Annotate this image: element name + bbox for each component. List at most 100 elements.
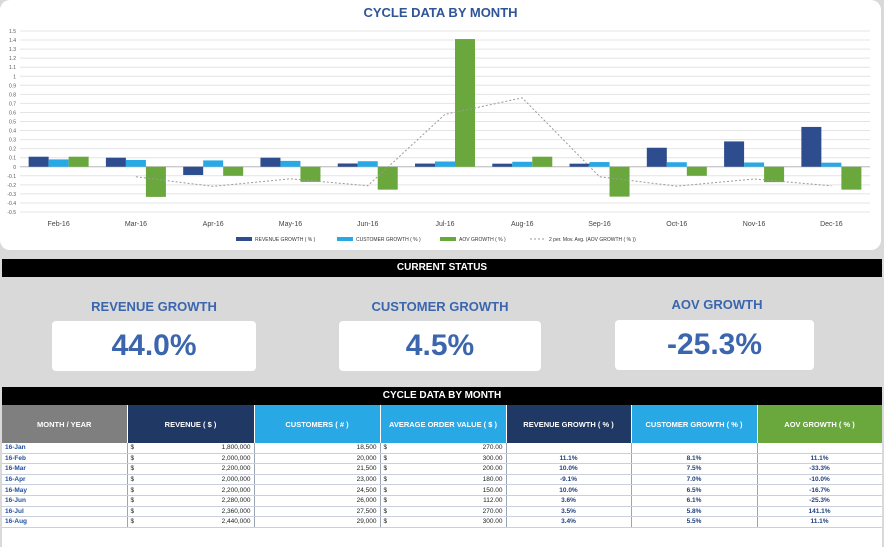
growth-cell: 7.5% xyxy=(631,463,758,475)
legend-label: AOV GROWTH ( % ) xyxy=(459,237,506,243)
x-tick-label: May-16 xyxy=(279,221,302,228)
x-tick-label: Oct-16 xyxy=(666,221,687,228)
revenue-cell: $2,000,000 xyxy=(127,453,255,465)
x-tick-label: Nov-16 xyxy=(743,221,766,228)
column-header: REVENUE GROWTH ( % ) xyxy=(506,405,632,443)
column-header: CUSTOMERS ( # ) xyxy=(254,405,381,443)
customers-cell: 24,500 xyxy=(254,484,381,496)
growth-cell: 3.4% xyxy=(506,516,632,528)
aov-cell: $300.00 xyxy=(380,453,507,465)
bar-revenue-growth xyxy=(492,163,513,167)
growth-cell: 5.5% xyxy=(631,516,758,528)
bar-aov-growth xyxy=(532,156,553,167)
column-header: AVERAGE ORDER VALUE ( $ ) xyxy=(380,405,507,443)
bar-aov-growth xyxy=(686,166,707,176)
x-tick-label: Aug-16 xyxy=(511,221,534,228)
legend-swatch xyxy=(337,237,353,241)
table-row: 16-Mar $2,200,000 21,500 $200.00 10.0% 7.5% -3… xyxy=(2,463,882,475)
bar-aov-growth xyxy=(223,166,244,176)
customers-cell: 18,500 xyxy=(254,443,381,454)
column-header: REVENUE ( $ ) xyxy=(127,405,255,443)
y-tick-label: 0.7 xyxy=(9,101,16,107)
y-tick-label: 0.9 xyxy=(9,83,16,89)
revenue-cell: $2,280,000 xyxy=(127,495,255,507)
growth-cell: 11.1% xyxy=(757,516,882,528)
cycle-table-header: CYCLE DATA BY MONTH xyxy=(2,387,882,405)
customers-cell: 26,000 xyxy=(254,495,381,507)
x-tick-label: Apr-16 xyxy=(203,221,224,228)
y-tick-label: 0.2 xyxy=(9,147,16,153)
y-tick-label: 0.4 xyxy=(9,129,16,135)
customers-cell: 21,500 xyxy=(254,463,381,475)
bar-customer-growth xyxy=(744,162,765,167)
revenue-cell: $2,200,000 xyxy=(127,484,255,496)
bar-revenue-growth xyxy=(337,163,358,167)
growth-cell: 11.1% xyxy=(506,453,632,465)
chart-panel: CYCLE DATA BY MONTH 1.5 1.4 1.3 1.2 1.1 1 0.9 0… xyxy=(0,0,881,250)
table-row: 16-Jul $2,360,000 27,500 $270.00 3.5% 5.8% 141… xyxy=(2,506,882,518)
growth-cell: 10.0% xyxy=(506,463,632,475)
revenue-cell: $1,800,000 xyxy=(127,443,255,454)
current-status-header: CURRENT STATUS xyxy=(2,259,882,277)
y-tick-label: -0.1 xyxy=(7,174,16,180)
y-tick-label: 1.2 xyxy=(9,56,16,62)
bar-aov-growth xyxy=(377,166,398,190)
growth-cell: -33.3% xyxy=(757,463,882,475)
aov-growth-label: AOV GROWTH xyxy=(671,297,763,312)
bar-revenue-growth xyxy=(260,157,281,167)
customers-cell: 27,500 xyxy=(254,506,381,518)
customers-cell: 20,000 xyxy=(254,453,381,465)
month-cell: 16-Aug xyxy=(2,516,128,528)
growth-cell: 3.5% xyxy=(506,506,632,518)
growth-cell: -10.0% xyxy=(757,474,882,486)
bar-revenue-growth xyxy=(415,163,435,167)
bar-revenue-growth xyxy=(569,163,590,167)
growth-cell: 3.6% xyxy=(506,495,632,507)
y-tick-label: 0.5 xyxy=(9,120,16,126)
moving-average-line xyxy=(135,97,832,187)
bar-aov-growth xyxy=(145,166,166,197)
legend-label: CUSTOMER GROWTH ( % ) xyxy=(356,237,421,243)
legend-swatch xyxy=(440,237,456,241)
bar-revenue-growth xyxy=(724,141,745,167)
bar-revenue-growth xyxy=(801,126,822,167)
x-tick-label: Mar-16 xyxy=(125,221,147,228)
table-row: 16-Jan $1,800,000 18,500 $270.00 xyxy=(2,443,882,454)
x-tick-label: Feb-16 xyxy=(48,221,70,228)
revenue-cell: $2,360,000 xyxy=(127,506,255,518)
bar-customer-growth xyxy=(357,161,378,167)
table-row: 16-Apr $2,000,000 23,000 $180.00 -9.1% 7.0% -1… xyxy=(2,474,882,486)
bar-aov-growth xyxy=(68,156,89,167)
y-tick-label: 1.4 xyxy=(9,38,16,44)
y-tick-label: 0 xyxy=(13,165,16,171)
bar-customer-growth xyxy=(435,161,455,167)
bar-revenue-growth xyxy=(646,147,667,167)
aov-cell: $200.00 xyxy=(380,463,507,475)
cycle-data-table: MONTH / YEAR REVENUE ( $ ) CUSTOMERS ( # )… xyxy=(2,405,882,547)
table-row: 16-Feb $2,000,000 20,000 $300.00 11.1% 8.1% 11… xyxy=(2,453,882,465)
bar-aov-growth xyxy=(609,166,630,197)
growth-cell: 141.1% xyxy=(757,506,882,518)
bar-customer-growth xyxy=(280,160,301,167)
aov-cell: $270.00 xyxy=(380,443,507,454)
month-cell: 16-Jul xyxy=(2,506,128,518)
y-tick-label: 1 xyxy=(13,74,16,80)
y-tick-label: -0.3 xyxy=(7,192,16,198)
aov-cell: $150.00 xyxy=(380,484,507,496)
cycle-chart: 1.5 1.4 1.3 1.2 1.1 1 0.9 0.8 0.7 0.6 0.5 0.4 0.3 0.2… xyxy=(7,29,870,243)
customers-cell: 29,000 xyxy=(254,516,381,528)
growth-cell: 6.5% xyxy=(631,484,758,496)
column-header: AOV GROWTH ( % ) xyxy=(757,405,882,443)
legend-label: 2 per. Mov. Avg. (AOV GROWTH ( % )) xyxy=(549,237,636,243)
y-tick-label: 1.1 xyxy=(9,65,16,71)
aov-growth-value: -25.3% xyxy=(615,320,814,370)
table-row: 16-May $2,200,000 24,500 $150.00 10.0% 6.5% -1… xyxy=(2,484,882,496)
x-tick-label: Dec-16 xyxy=(820,221,843,228)
legend-label: REVENUE GROWTH ( % ) xyxy=(255,237,316,243)
y-tick-label: 1.5 xyxy=(9,29,16,35)
column-header: CUSTOMER GROWTH ( % ) xyxy=(631,405,758,443)
revenue-growth-label: REVENUE GROWTH xyxy=(91,299,217,314)
aov-cell: $270.00 xyxy=(380,506,507,518)
month-cell: 16-May xyxy=(2,484,128,496)
bar-revenue-growth xyxy=(183,166,204,175)
